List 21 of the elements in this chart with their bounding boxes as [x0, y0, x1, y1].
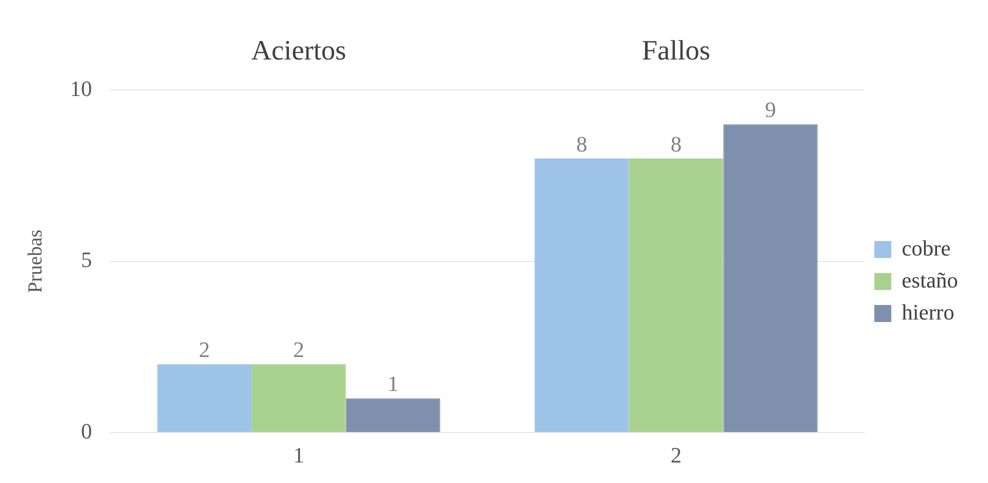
y-axis-title: Pruebas — [24, 229, 46, 293]
bar — [346, 398, 440, 432]
y-tick-label: 10 — [70, 76, 92, 101]
bar — [628, 158, 724, 432]
data-label: 2 — [198, 336, 210, 362]
bar — [723, 124, 818, 432]
legend-label: hierro — [902, 299, 954, 324]
text: Fallos — [642, 35, 710, 66]
text: Aciertos — [251, 35, 346, 66]
bar — [157, 364, 252, 432]
y-tick-label: 5 — [81, 247, 92, 272]
bar — [534, 158, 629, 432]
legend-label: cobre — [902, 235, 951, 260]
legend-label: estaño — [902, 267, 958, 292]
data-label: 9 — [764, 97, 776, 122]
data-label: 2 — [293, 336, 304, 362]
bar — [252, 364, 346, 432]
data-label: 8 — [670, 131, 682, 156]
data-label: 8 — [576, 131, 588, 156]
data-label: 1 — [388, 371, 399, 396]
y-tick-label: 0 — [81, 418, 92, 444]
